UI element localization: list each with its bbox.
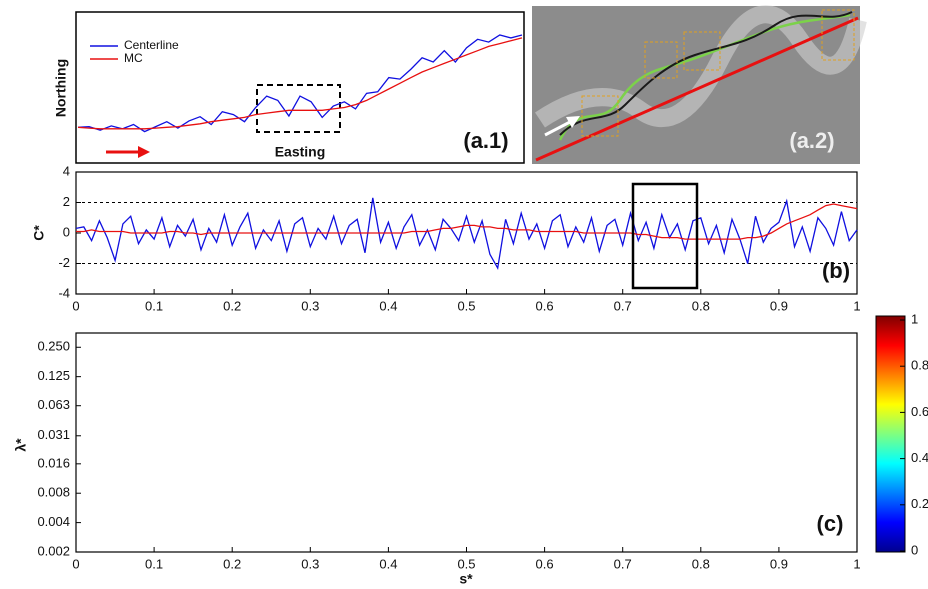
x-tick-label: 0.2 [223,298,241,313]
panel-label: (a.2) [789,128,834,153]
x-tick-label: 0.9 [770,556,788,571]
y-tick-label: -2 [58,255,70,270]
colorbar-tick-label: 0.6 [911,404,928,419]
x-tick-label: 0.8 [692,298,710,313]
x-tick-label: 0.5 [457,298,475,313]
x-tick-label: 0.4 [379,298,397,313]
x-tick-label: 0 [72,556,79,571]
y-tick-label: 0.008 [37,485,70,500]
colorbar-tick-label: 1 [911,311,918,326]
series-line [77,37,523,130]
y-tick-label: 2 [63,194,70,209]
x-tick-label: 0.3 [301,298,319,313]
panel-frame [75,11,525,164]
image-box [581,95,619,137]
y-tick-label: 0.004 [37,514,70,529]
x-axis-label: s* [459,571,473,587]
image-box [644,41,678,79]
image-box [821,9,855,61]
y-axis-label: C* [31,225,47,241]
x-tick-label: 0.1 [145,298,163,313]
x-tick-label: 0.4 [379,556,397,571]
image-box [683,31,721,71]
x-tick-label: 1 [853,556,860,571]
image-arrow [544,120,571,137]
series-line [76,203,858,240]
y-tick-label: 0.125 [37,368,70,383]
colorbar-tick-label: 0 [911,542,918,557]
plot-background [76,333,857,552]
x-tick-label: 0.3 [301,556,319,571]
x-tick-label: 0.7 [614,556,632,571]
x-tick-label: 0.9 [770,298,788,313]
legend-label: Centerline [124,38,179,52]
y-tick-label: 0.031 [37,427,70,442]
x-tick-label: 0 [72,298,79,313]
colorbar-tick-label: 0.4 [911,450,928,465]
x-tick-label: 0.2 [223,556,241,571]
series-line [75,197,858,271]
y-tick-label: 0.002 [37,543,70,558]
x-tick-label: 0.5 [457,556,475,571]
colorbar-tick-label: 0.8 [911,358,928,373]
image-mc-line [535,16,859,162]
x-tick-label: 0.7 [614,298,632,313]
y-tick-label: 0 [63,224,70,239]
colorbar-tick-label: 0.2 [911,496,928,511]
panel-label: (b) [822,258,850,283]
y-tick-label: 0.250 [37,339,70,354]
panel-label: (a.1) [463,128,508,153]
image-arrow-head [566,116,580,128]
flow-arrow-head [138,146,150,158]
x-tick-label: 0.6 [536,556,554,571]
x-axis-label: Easting [275,144,326,160]
highlight-box [632,339,713,507]
legend-label: MC [124,51,143,65]
image-river [558,13,851,141]
y-tick-label: 0.016 [37,455,70,470]
y-tick-label: -4 [58,285,70,300]
highlight-box [256,84,341,133]
x-tick-label: 0.6 [536,298,554,313]
y-tick-label: 4 [63,163,70,178]
panel-label: (c) [817,511,844,536]
colorbar [875,315,906,553]
x-tick-label: 0.1 [145,556,163,571]
y-tick-label: 0.063 [37,397,70,412]
highlight-box [631,182,699,290]
x-tick-label: 0.8 [692,556,710,571]
y-axis-label: Northing [53,59,69,117]
x-tick-label: 1 [853,298,860,313]
image-river [559,11,853,136]
y-axis-label: λ* [13,438,29,452]
image-texture [535,5,867,128]
